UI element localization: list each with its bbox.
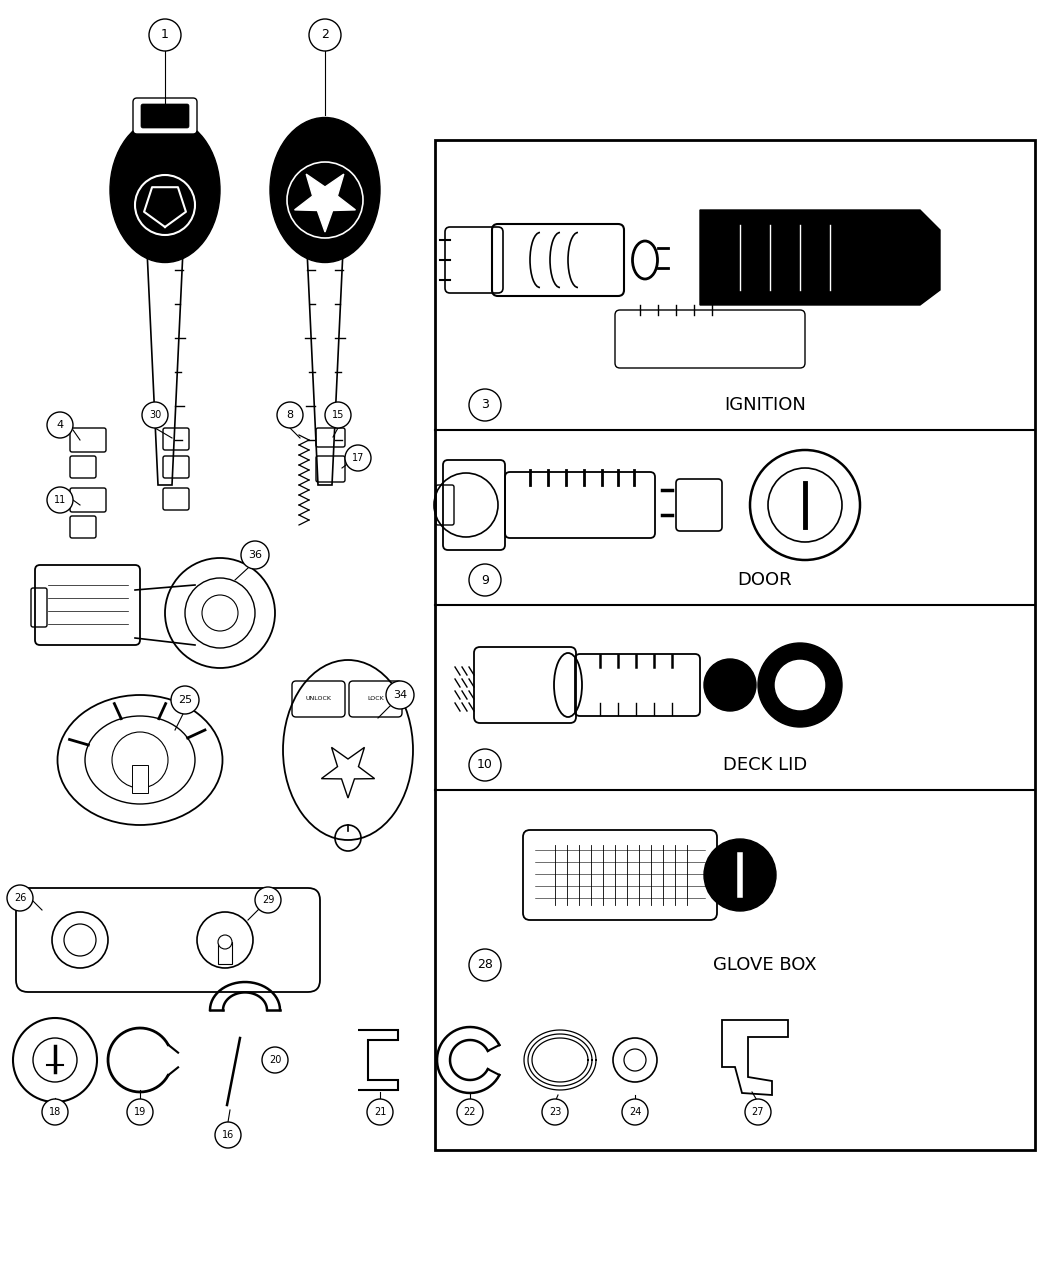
Circle shape (326, 402, 351, 428)
Text: 15: 15 (332, 411, 344, 419)
Ellipse shape (110, 117, 220, 263)
Circle shape (469, 748, 501, 782)
Text: 28: 28 (477, 959, 492, 972)
Bar (435, 140, 1035, 1150)
Circle shape (255, 887, 281, 913)
Polygon shape (700, 210, 940, 305)
Text: 25: 25 (177, 695, 192, 705)
Text: 16: 16 (222, 1130, 234, 1140)
Text: 34: 34 (393, 690, 407, 700)
Circle shape (277, 402, 303, 428)
Text: 29: 29 (261, 895, 274, 905)
Circle shape (7, 885, 33, 912)
Text: 30: 30 (149, 411, 161, 419)
Circle shape (622, 1099, 648, 1125)
Text: 9: 9 (481, 574, 489, 586)
Circle shape (42, 1099, 68, 1125)
Text: 19: 19 (134, 1107, 146, 1117)
Polygon shape (295, 175, 356, 232)
Text: 4: 4 (57, 419, 64, 430)
Circle shape (215, 1122, 242, 1148)
Text: 27: 27 (752, 1107, 764, 1117)
Circle shape (758, 643, 842, 727)
Bar (218, 942, 232, 964)
Text: 20: 20 (269, 1054, 281, 1065)
Text: 18: 18 (49, 1107, 61, 1117)
Circle shape (149, 19, 181, 51)
Circle shape (368, 1099, 393, 1125)
FancyBboxPatch shape (141, 105, 189, 128)
Text: 36: 36 (248, 550, 262, 560)
Circle shape (746, 1099, 771, 1125)
Text: 26: 26 (14, 892, 26, 903)
Circle shape (127, 1099, 153, 1125)
Text: 11: 11 (54, 495, 66, 505)
Text: 22: 22 (464, 1107, 477, 1117)
Text: 21: 21 (374, 1107, 386, 1117)
Text: IGNITION: IGNITION (724, 397, 806, 414)
Circle shape (345, 445, 371, 470)
Circle shape (542, 1099, 568, 1125)
Text: UNLOCK: UNLOCK (304, 696, 331, 701)
Text: 3: 3 (481, 399, 489, 412)
Circle shape (142, 402, 168, 428)
Circle shape (457, 1099, 483, 1125)
Circle shape (47, 412, 74, 439)
Text: DECK LID: DECK LID (722, 756, 807, 774)
Ellipse shape (270, 117, 380, 263)
Text: LOCK: LOCK (368, 696, 384, 701)
Circle shape (47, 487, 74, 513)
Text: 24: 24 (629, 1107, 642, 1117)
Circle shape (469, 564, 501, 595)
Circle shape (309, 19, 341, 51)
Text: DOOR: DOOR (738, 571, 793, 589)
Circle shape (386, 681, 414, 709)
FancyBboxPatch shape (133, 98, 197, 134)
Circle shape (469, 949, 501, 980)
Text: 17: 17 (352, 453, 364, 463)
Circle shape (704, 659, 756, 711)
Circle shape (171, 686, 200, 714)
Text: 2: 2 (321, 28, 329, 42)
Circle shape (469, 389, 501, 421)
Circle shape (218, 935, 232, 949)
Circle shape (242, 541, 269, 569)
Text: 23: 23 (549, 1107, 561, 1117)
Circle shape (704, 839, 776, 912)
Text: 8: 8 (287, 411, 294, 419)
Text: 10: 10 (477, 759, 492, 771)
Text: GLOVE BOX: GLOVE BOX (713, 956, 817, 974)
Circle shape (262, 1047, 288, 1074)
Bar (132, 765, 148, 793)
Text: 1: 1 (161, 28, 169, 42)
Circle shape (112, 732, 168, 788)
Circle shape (774, 659, 826, 711)
